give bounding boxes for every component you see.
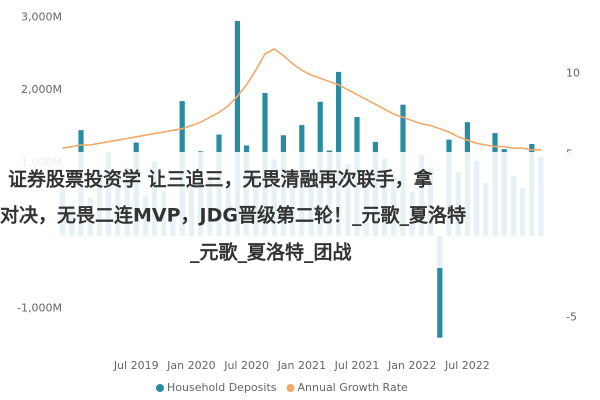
x-tick-label: Jul 2019: [113, 359, 159, 372]
overlay-box: [0, 152, 600, 268]
y-tick-label: 2,000M: [21, 83, 62, 96]
legend-label: Household Deposits: [167, 381, 277, 394]
overlay-text: 证券股票投资学 让三追三，无畏清融再次联手，拿: [8, 168, 434, 191]
x-tick-label: Jul 2020: [223, 359, 269, 372]
x-tick-label: Jan 2022: [387, 359, 436, 372]
x-tick-label: Jul 2022: [444, 359, 490, 372]
y2-tick-label: -5: [566, 310, 577, 323]
overlay-text: _元歌_夏洛特_团战: [190, 241, 352, 264]
line: [62, 48, 541, 151]
x-tick-label: Jan 2021: [277, 359, 326, 372]
bar: [234, 20, 240, 236]
y2-tick-label: 10: [566, 66, 580, 79]
legend-label: Annual Growth Rate: [298, 381, 409, 394]
bar: [437, 235, 443, 338]
legend-marker: [156, 384, 164, 392]
y-tick-label: 3,000M: [21, 10, 62, 23]
x-tick-label: Jul 2021: [334, 359, 380, 372]
y-tick-label: -1,000M: [17, 302, 62, 315]
x-tick-label: Jan 2020: [166, 359, 215, 372]
overlay-text: 对决，无畏二连MVP，JDG晋级第二轮！_元歌_夏洛特: [0, 204, 466, 227]
legend-marker: [286, 384, 295, 392]
